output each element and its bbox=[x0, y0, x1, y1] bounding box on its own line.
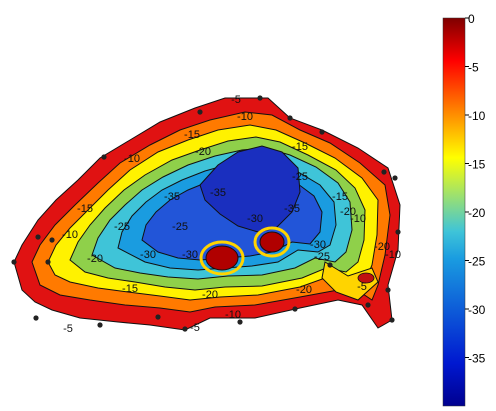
measurement-marker bbox=[49, 237, 55, 243]
hot-spot-center-ring bbox=[253, 226, 291, 258]
measurement-marker bbox=[365, 302, 371, 308]
contour-label: -25 bbox=[292, 171, 308, 183]
measurement-marker bbox=[101, 154, 107, 160]
measurement-marker bbox=[257, 95, 263, 101]
measurement-marker bbox=[287, 115, 293, 121]
colorbar-gradient bbox=[442, 17, 466, 407]
measurement-marker bbox=[389, 317, 395, 323]
measurement-marker bbox=[182, 326, 188, 332]
band-level-min bbox=[199, 145, 301, 233]
hot-spot-right-core bbox=[357, 272, 375, 284]
contour-label: -10 bbox=[237, 111, 253, 123]
contour-label: -10 bbox=[225, 309, 241, 321]
measurement-marker bbox=[381, 169, 387, 175]
hot-spot-left bbox=[205, 245, 239, 271]
contour-label: -25 bbox=[114, 221, 130, 233]
contour-label: -5 bbox=[231, 94, 241, 106]
contour-label: -25 bbox=[314, 251, 330, 263]
contour-label: -35 bbox=[164, 191, 180, 203]
colorbar-tick-label: -25 bbox=[468, 255, 486, 269]
colorbar-tick-label: -15 bbox=[468, 158, 486, 172]
colorbar-tick-label: 0 bbox=[468, 12, 475, 26]
hot-spot-center bbox=[259, 231, 285, 253]
contour-label: -15 bbox=[292, 141, 308, 153]
measurement-markers bbox=[11, 95, 401, 332]
measurement-marker bbox=[155, 314, 161, 320]
measurement-marker bbox=[319, 129, 325, 135]
contour-label: -30 bbox=[140, 249, 156, 261]
contour-label: -25 bbox=[172, 221, 188, 233]
contour-label: -35 bbox=[284, 203, 300, 215]
contour-label: -20 bbox=[195, 146, 211, 158]
contour-label: -20 bbox=[296, 284, 312, 296]
colorbar-tick-label: -10 bbox=[468, 109, 486, 123]
measurement-marker bbox=[197, 109, 203, 115]
measurement-marker bbox=[395, 229, 401, 235]
contour-label: -5 bbox=[190, 322, 200, 334]
contour-label: -5 bbox=[357, 281, 367, 293]
contour-label: -30 bbox=[310, 239, 326, 251]
measurement-marker bbox=[97, 322, 103, 328]
measurement-marker bbox=[45, 259, 51, 265]
contour-label: -15 bbox=[184, 129, 200, 141]
contour-label: -20 bbox=[87, 253, 103, 265]
contour-label: -20 bbox=[340, 206, 356, 218]
contour-label: -30 bbox=[182, 249, 198, 261]
measurement-marker bbox=[11, 259, 17, 265]
contour-label: -10 bbox=[385, 249, 401, 261]
contour-label: -10 bbox=[124, 153, 140, 165]
contour-label: -15 bbox=[122, 283, 138, 295]
measurement-marker bbox=[237, 319, 243, 325]
colorbar-tick-label: -30 bbox=[468, 303, 486, 317]
measurement-marker bbox=[33, 315, 39, 321]
contour-label: -20 bbox=[202, 289, 218, 301]
contour-label: -15 bbox=[77, 203, 93, 215]
contour-label: -20 bbox=[374, 241, 390, 253]
colorbar-tick-label: -35 bbox=[468, 352, 486, 366]
contour-label: -10 bbox=[350, 213, 366, 225]
hot-spot-left-ring bbox=[199, 240, 245, 276]
hot-spot-right bbox=[321, 261, 379, 301]
contour-label: -30 bbox=[247, 213, 263, 225]
contour-label: -5 bbox=[63, 323, 73, 335]
contour-label: -15 bbox=[332, 191, 348, 203]
colorbar-tick-label: -5 bbox=[468, 61, 479, 75]
measurement-marker bbox=[35, 234, 41, 240]
measurement-marker bbox=[385, 287, 391, 293]
colorbar-tick-label: -20 bbox=[468, 206, 486, 220]
colorbar: 0 -5 -10 -15 -20 -25 -30 -35 bbox=[442, 12, 486, 407]
hot-spots bbox=[199, 226, 379, 301]
contour-labels: -5-5 -5-5-10-10-10-10-10-10-15-15-15-15-1… bbox=[62, 94, 401, 335]
contour-label: -10 bbox=[62, 229, 78, 241]
measurement-marker bbox=[392, 175, 398, 181]
colorbar-ticks: 0 -5 -10 -15 -20 -25 -30 -35 bbox=[465, 12, 486, 366]
measurement-marker bbox=[292, 306, 298, 312]
measurement-marker bbox=[327, 262, 333, 268]
contour-label: -35 bbox=[210, 187, 226, 199]
